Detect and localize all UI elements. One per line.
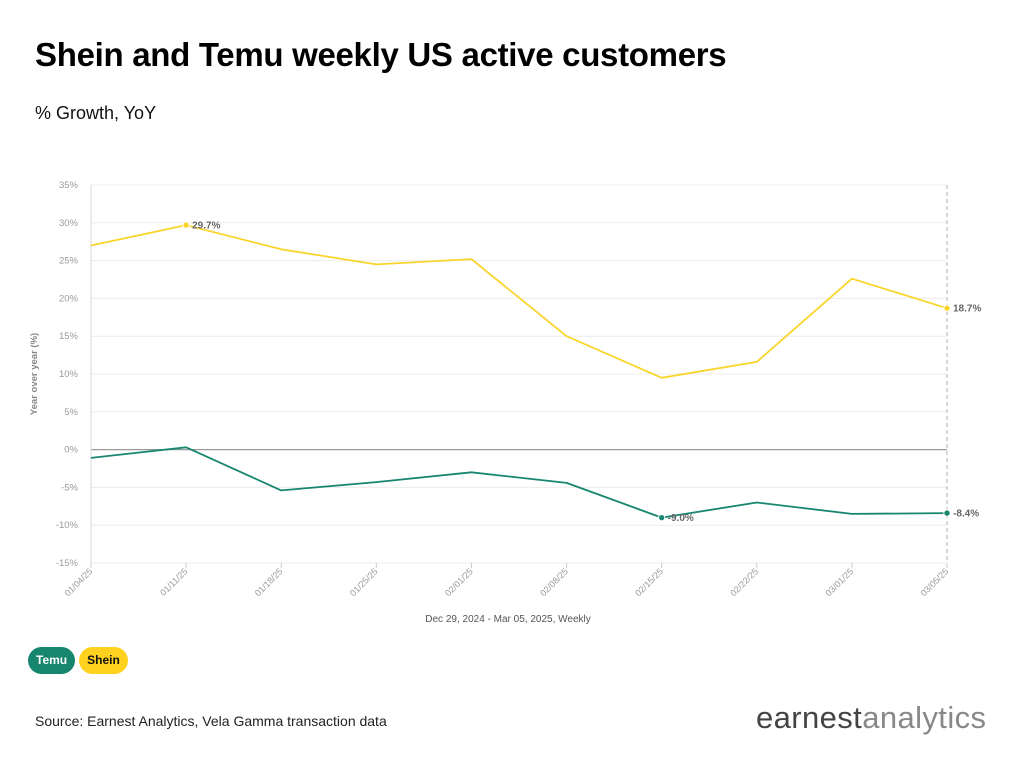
legend-item-shein[interactable]: Shein bbox=[79, 647, 128, 674]
x-tick-label: 02/08/25 bbox=[538, 566, 570, 598]
data-label-shein: 29.7% bbox=[192, 221, 220, 232]
y-tick-label: 0% bbox=[64, 445, 78, 456]
data-label-temu: -9.0% bbox=[668, 513, 694, 524]
gridlines bbox=[91, 184, 947, 564]
data-label-shein: 18.7% bbox=[953, 304, 981, 315]
y-tick-label: -5% bbox=[61, 482, 78, 493]
y-tick-label: 5% bbox=[64, 407, 78, 418]
legend: Temu Shein bbox=[28, 647, 128, 674]
chart-title: Shein and Temu weekly US active customer… bbox=[35, 36, 727, 73]
earnest-analytics-logo: earnestanalytics bbox=[756, 700, 986, 736]
x-tick-label: 01/25/25 bbox=[348, 566, 380, 598]
y-tick-label: 25% bbox=[59, 256, 79, 267]
series-line-temu bbox=[90, 446, 948, 519]
y-tick-label: 15% bbox=[59, 331, 79, 342]
data-point-temu bbox=[657, 513, 666, 522]
x-axis-title: Dec 29, 2024 - Mar 05, 2025, Weekly bbox=[425, 614, 590, 625]
data-point-shein bbox=[182, 221, 190, 229]
x-tick-label: 03/05/25 bbox=[919, 566, 951, 598]
line-chart: -15% -10% -5% 0% 5% 10% 15% 20% 25% 30% 35% 01/04/2… bbox=[29, 180, 981, 625]
source-note: Source: Earnest Analytics, Vela Gamma tr… bbox=[35, 713, 387, 729]
x-tick-label: 02/15/25 bbox=[633, 566, 665, 598]
data-point-shein bbox=[943, 304, 951, 312]
axes: -15% -10% -5% 0% 5% 10% 15% 20% 25% 30% 35% 01/04/2… bbox=[29, 180, 950, 625]
chart-subtitle: % Growth, YoY bbox=[35, 103, 157, 123]
x-tick-label: 01/11/25 bbox=[158, 566, 189, 597]
y-tick-label: 10% bbox=[59, 369, 79, 380]
logo-word-earnest: earnest bbox=[756, 700, 863, 735]
x-tick-label: 02/01/25 bbox=[443, 566, 475, 598]
series-lines bbox=[90, 224, 948, 519]
y-tick-label: 35% bbox=[59, 180, 79, 191]
x-tick-label: 03/01/25 bbox=[823, 566, 855, 598]
x-tick-label: 01/04/25 bbox=[63, 566, 95, 598]
y-tick-label: 30% bbox=[59, 218, 79, 229]
x-tick-label: 01/18/25 bbox=[253, 566, 285, 598]
data-label-temu: -8.4% bbox=[953, 509, 979, 520]
y-tick-label: 20% bbox=[59, 293, 79, 304]
data-labels: 29.7% 18.7% -9.0% -8.4% bbox=[182, 221, 981, 524]
series-line-shein bbox=[90, 224, 948, 379]
logo-word-analytics: analytics bbox=[862, 700, 987, 735]
y-axis-title: Year over year (%) bbox=[29, 333, 40, 415]
y-tick-label: -10% bbox=[56, 520, 79, 531]
legend-item-temu[interactable]: Temu bbox=[28, 647, 76, 674]
x-tick-label: 02/22/25 bbox=[728, 566, 760, 598]
y-tick-label: -15% bbox=[56, 558, 79, 569]
data-point-temu bbox=[943, 509, 951, 517]
